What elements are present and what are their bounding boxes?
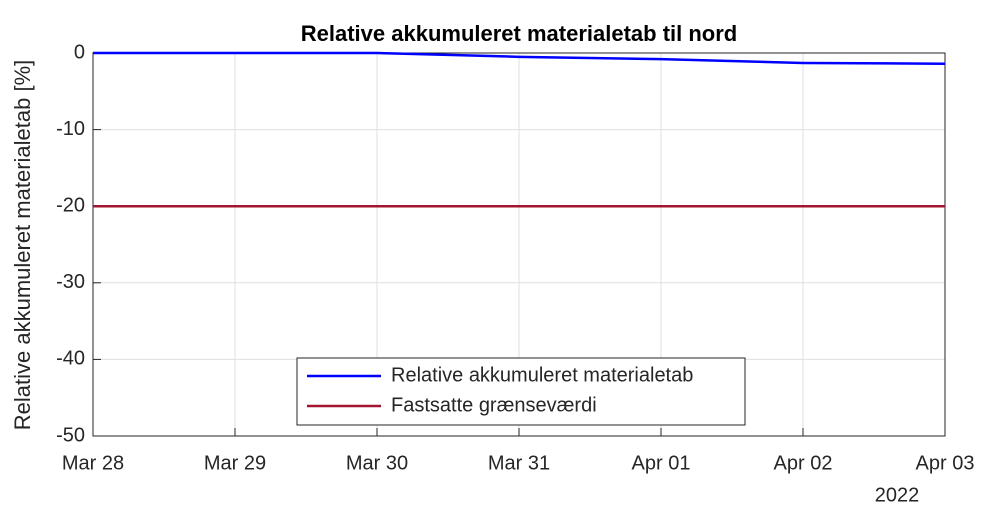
- y-tick-label: -10: [56, 118, 85, 140]
- y-tick-label: 0: [74, 41, 85, 63]
- y-tick-label: -20: [56, 194, 85, 216]
- x-tick-label: Apr 03: [916, 452, 975, 474]
- series-line: [93, 51, 946, 65]
- legend-label: Relative akkumuleret materialetab: [391, 364, 693, 386]
- y-axis-label: Relative akkumuleret materialetab [%]: [10, 60, 35, 431]
- x-tick-label: Mar 28: [62, 452, 124, 474]
- legend-label: Fastsatte grænseværdi: [391, 394, 597, 416]
- x-tick-label: Mar 31: [488, 452, 550, 474]
- x-tick-label: Apr 01: [632, 452, 691, 474]
- x-tick-label: Mar 29: [204, 452, 266, 474]
- chart-title: Relative akkumuleret materialetab til no…: [301, 21, 738, 46]
- y-tick-label: -50: [56, 424, 85, 446]
- y-tick-label: -30: [56, 271, 85, 293]
- y-tick-label: -40: [56, 348, 85, 370]
- x-tick-label: Apr 02: [774, 452, 833, 474]
- plot-frame: [92, 52, 946, 437]
- legend-box: [296, 357, 746, 426]
- x-tick-label: Mar 30: [346, 452, 408, 474]
- x-year-label: 2022: [875, 484, 920, 506]
